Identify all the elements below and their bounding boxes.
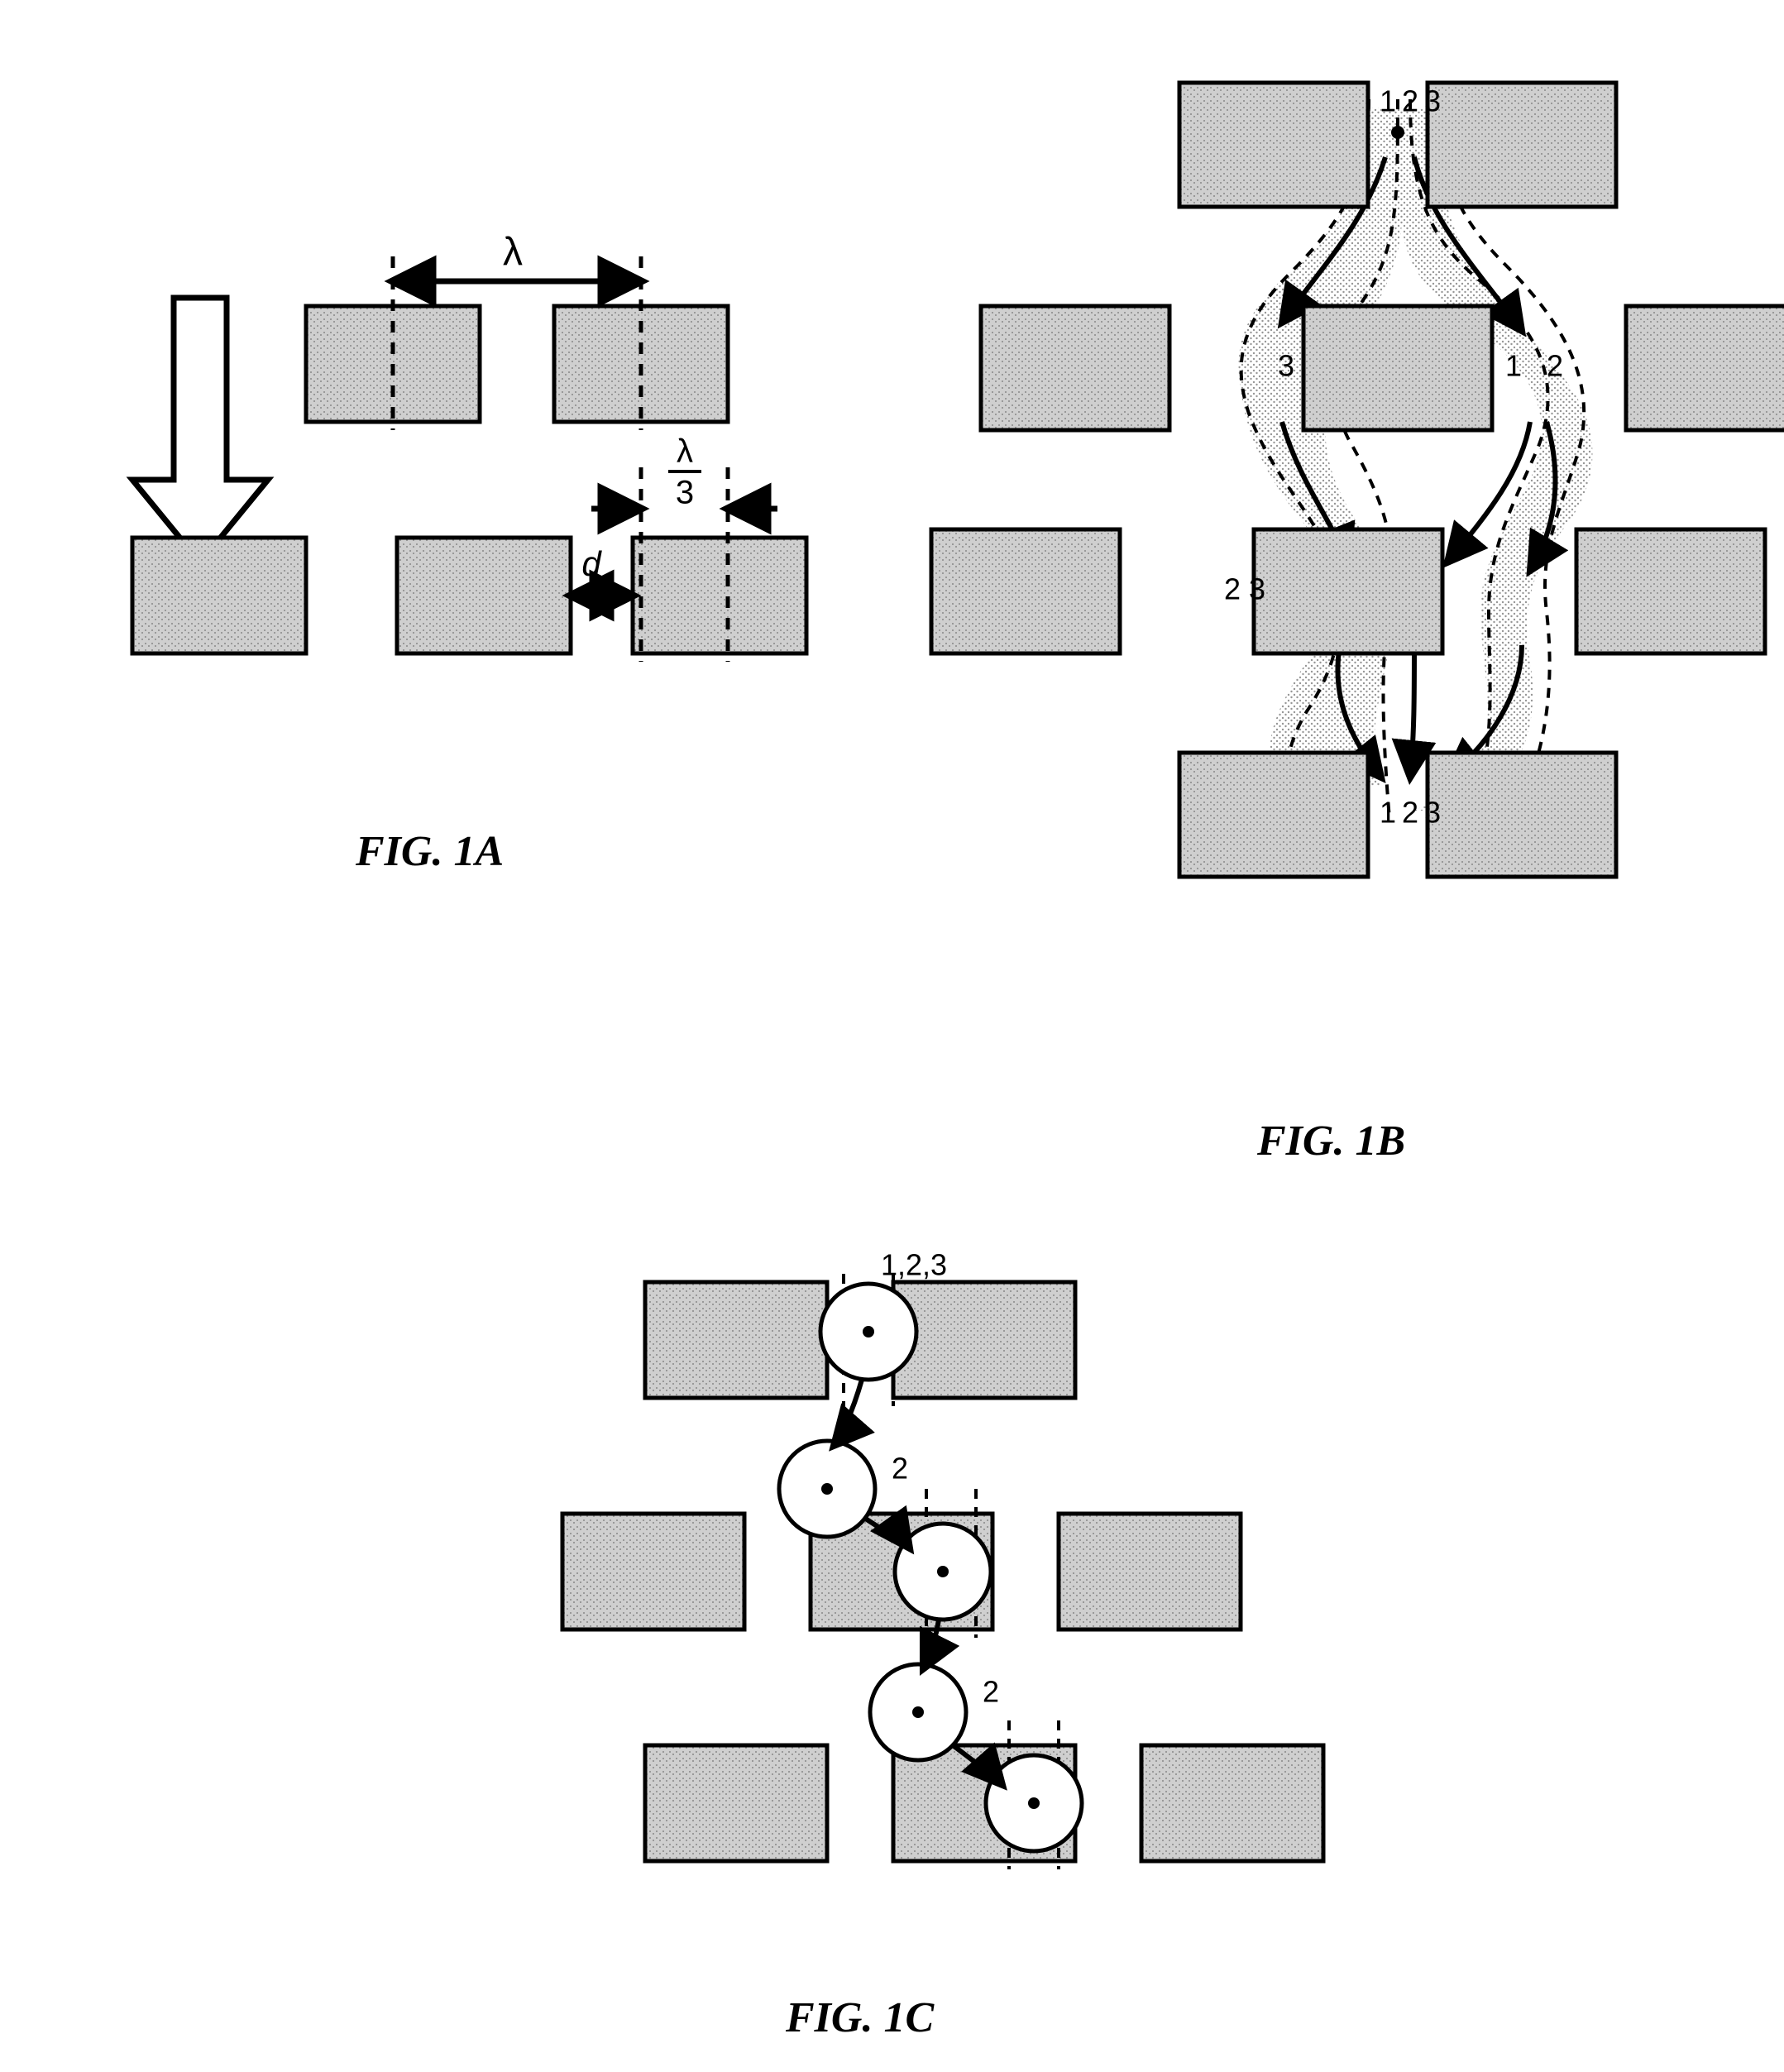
lbl-bot-1: 1 bbox=[1380, 796, 1396, 830]
l3-den: 3 bbox=[676, 475, 694, 511]
lbl-bot-2: 2 bbox=[1402, 796, 1418, 830]
lbl-r2-3: 3 bbox=[1278, 349, 1294, 383]
lbl-r2-2: 2 bbox=[1547, 349, 1563, 383]
lbl-1c-2b: 2 bbox=[983, 1675, 999, 1709]
lbl-top-2: 2 bbox=[1402, 84, 1418, 118]
page-root: λ λ 3 d FIG. 1A bbox=[0, 0, 1784, 2072]
lbl-top-1: 1 bbox=[1380, 84, 1396, 118]
caption-fig1a: FIG. 1A bbox=[356, 827, 504, 876]
caption-fig1b: FIG. 1B bbox=[1257, 1117, 1405, 1165]
l3-num: λ bbox=[677, 433, 693, 470]
fig-1c: 1,2,3 2 2 bbox=[430, 1241, 1340, 1985]
fig-1a: λ λ 3 d bbox=[91, 265, 835, 802]
lbl-top-3: 3 bbox=[1424, 84, 1441, 118]
lbl-r3-2: 2 bbox=[1224, 572, 1241, 606]
lbl-r3-3: 3 bbox=[1249, 572, 1265, 606]
lbl-r2-1: 1 bbox=[1505, 349, 1522, 383]
lbl-1c-top: 1,2,3 bbox=[881, 1248, 947, 1282]
fig1b-start-dot bbox=[1391, 126, 1404, 139]
lbl-1c-2a: 2 bbox=[892, 1452, 908, 1486]
flow-arrow bbox=[132, 298, 268, 562]
caption-fig1c: FIG. 1C bbox=[786, 1993, 934, 2042]
fig-1b: 1 2 3 3 1 2 2 3 1 2 3 bbox=[951, 33, 1720, 1067]
d-label: d bbox=[581, 544, 602, 583]
lbl-bot-3: 3 bbox=[1424, 796, 1441, 830]
fig1b-blocks bbox=[931, 83, 1784, 877]
lambda-label: λ bbox=[503, 231, 523, 275]
